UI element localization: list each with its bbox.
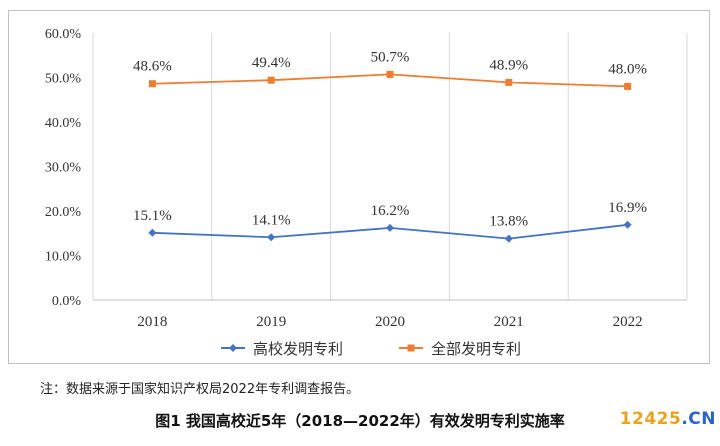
- data-point: [386, 223, 394, 232]
- data-label: 16.9%: [608, 200, 647, 216]
- chart-frame: 0.0% 10.0% 20.0% 30.0% 40.0% 50.0% 60.0% 2018 20…: [8, 10, 710, 364]
- data-point: [624, 82, 632, 90]
- y-tick-label: 50.0%: [45, 72, 82, 87]
- figure-caption: 图1 我国高校近5年（2018—2022年）有效发明专利实施率: [155, 412, 565, 430]
- data-label: 48.9%: [489, 57, 528, 73]
- x-tick-label: 2020: [375, 314, 405, 330]
- y-tick-label: 40.0%: [45, 116, 82, 131]
- x-tick-label: 2021: [494, 314, 524, 330]
- data-label: 48.0%: [608, 61, 647, 77]
- watermark-dot: .: [681, 409, 689, 429]
- watermark-number: 12425: [619, 409, 682, 429]
- data-label: 16.2%: [371, 203, 410, 219]
- data-point: [148, 80, 156, 88]
- watermark-suffix: CN: [688, 409, 716, 429]
- y-tick-label: 20.0%: [45, 205, 82, 220]
- y-tick-label: 0.0%: [52, 294, 82, 309]
- legend-marker: [407, 344, 415, 352]
- watermark-logo: 12425.CN: [620, 409, 716, 429]
- legend-label: 全部发明专利: [431, 340, 521, 358]
- data-point: [623, 220, 632, 229]
- data-point: [504, 234, 513, 243]
- data-label: 14.1%: [252, 212, 291, 228]
- data-point: [505, 78, 513, 86]
- data-point: [148, 228, 157, 237]
- y-tick-label: 30.0%: [45, 161, 82, 176]
- data-point: [386, 70, 394, 78]
- x-tick-label: 2019: [256, 314, 286, 330]
- data-label: 13.8%: [489, 214, 528, 230]
- data-label: 49.4%: [252, 55, 291, 71]
- data-point: [267, 76, 275, 84]
- data-point: [267, 233, 276, 242]
- source-note: 注：数据来源于国家知识产权局2022年专利调查报告。: [40, 382, 360, 397]
- legend-marker: [229, 344, 237, 352]
- data-label: 50.7%: [371, 49, 410, 65]
- data-label: 15.1%: [133, 208, 172, 224]
- y-tick-label: 60.0%: [45, 27, 82, 42]
- line-chart: 0.0% 10.0% 20.0% 30.0% 40.0% 50.0% 60.0% 2018 20…: [45, 27, 688, 358]
- data-label: 48.6%: [133, 59, 172, 75]
- x-tick-label: 2018: [137, 314, 167, 330]
- y-tick-label: 10.0%: [45, 250, 82, 265]
- legend-label: 高校发明专利: [253, 340, 343, 358]
- x-tick-label: 2022: [613, 314, 643, 330]
